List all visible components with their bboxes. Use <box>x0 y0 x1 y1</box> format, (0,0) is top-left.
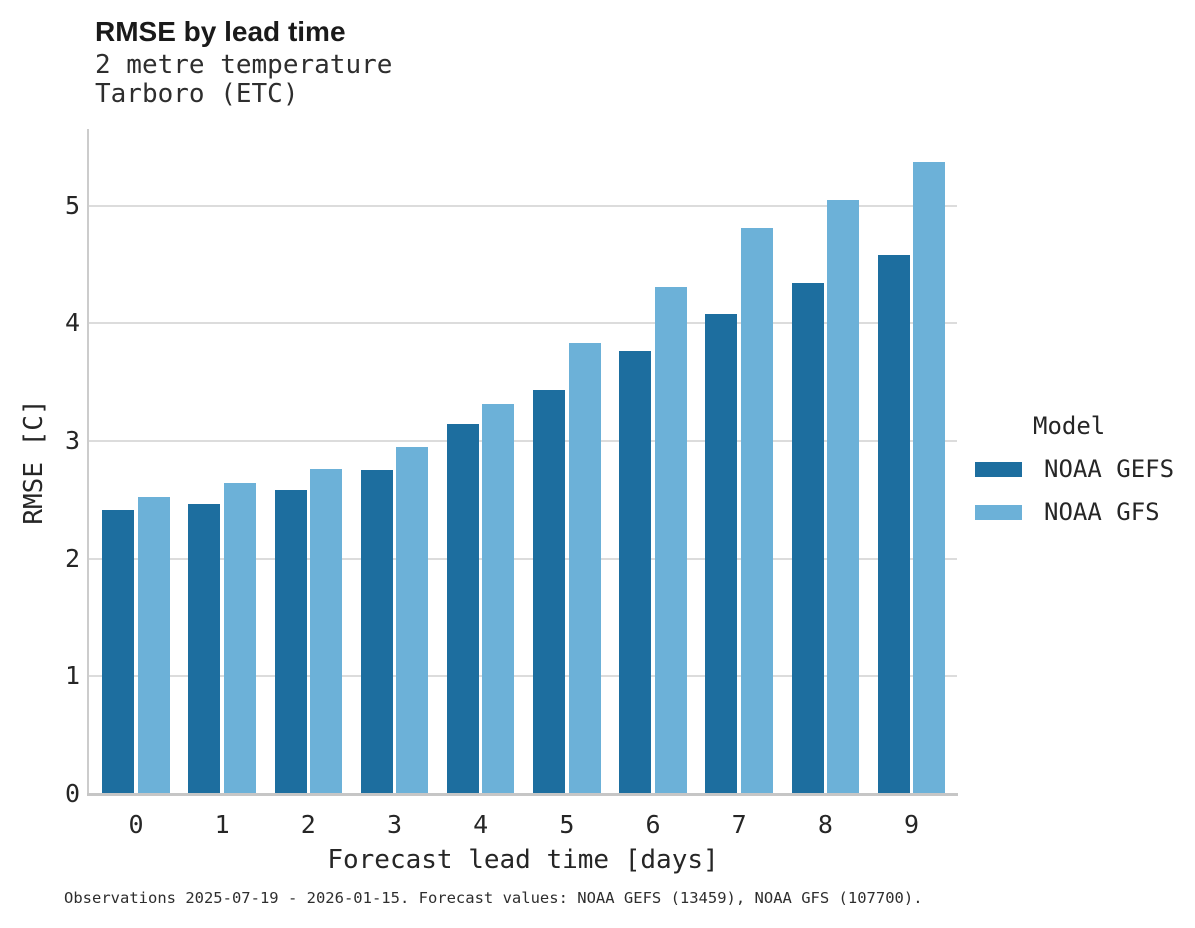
y-tick-label-5: 5 <box>64 190 80 220</box>
x-tick-label-8: 8 <box>817 810 833 839</box>
bar-noaa-gfs-lead-8 <box>827 199 860 794</box>
y-tick-label-2: 2 <box>64 543 80 573</box>
x-axis-tick-labels: 0 1 2 3 4 5 6 7 8 9 <box>89 810 957 840</box>
chart-title: RMSE by lead time <box>95 16 346 47</box>
y-tick-label-1: 1 <box>64 661 80 691</box>
x-tick-label-2: 2 <box>300 810 316 839</box>
legend-title: Model <box>1033 412 1106 440</box>
legend: Model NOAA GEFS NOAA GFS <box>975 412 1190 526</box>
bar-noaa-gfs-lead-1 <box>223 483 256 794</box>
gridline-y-3 <box>89 439 957 442</box>
bar-noaa-gfs-lead-0 <box>137 497 170 794</box>
bar-noaa-gfs-lead-7 <box>740 227 773 794</box>
legend-entry-noaa-gfs: NOAA GFS <box>975 498 1190 526</box>
bar-noaa-gefs-lead-6 <box>619 351 652 794</box>
x-tick-label-3: 3 <box>386 810 403 839</box>
y-axis-line <box>87 129 89 796</box>
bar-noaa-gefs-lead-3 <box>360 470 393 794</box>
bar-noaa-gefs-lead-5 <box>533 390 566 794</box>
legend-swatch-noaa-gefs-icon <box>975 461 1022 477</box>
bar-noaa-gfs-lead-6 <box>654 286 687 794</box>
x-tick-label-6: 6 <box>645 810 661 839</box>
x-tick-label-5: 5 <box>559 810 575 839</box>
y-axis-tick-labels: 0 1 2 3 4 5 <box>0 129 80 808</box>
x-tick-label-4: 4 <box>473 810 489 839</box>
legend-label-noaa-gefs: NOAA GEFS <box>1044 455 1175 483</box>
bar-noaa-gfs-lead-3 <box>396 446 429 794</box>
x-axis-title: Forecast lead time [days] <box>327 845 719 875</box>
bar-noaa-gefs-lead-1 <box>188 504 221 794</box>
bar-noaa-gfs-lead-5 <box>568 343 601 794</box>
x-tick-label-0: 0 <box>128 810 144 839</box>
gridline-y-5 <box>89 204 957 207</box>
bar-noaa-gefs-lead-0 <box>102 510 135 794</box>
bar-noaa-gefs-lead-7 <box>705 313 738 794</box>
y-tick-label-4: 4 <box>64 308 80 338</box>
legend-entry-noaa-gefs: NOAA GEFS <box>975 455 1190 483</box>
bar-noaa-gfs-lead-2 <box>310 469 343 794</box>
gridline-y-2 <box>89 557 957 560</box>
bar-noaa-gfs-lead-9 <box>913 161 946 794</box>
x-tick-label-7: 7 <box>731 810 747 839</box>
y-tick-label-3: 3 <box>64 425 80 455</box>
legend-swatch-noaa-gfs-icon <box>975 504 1022 520</box>
legend-label-noaa-gfs: NOAA GFS <box>1044 498 1160 526</box>
x-tick-label-9: 9 <box>903 810 920 839</box>
bar-noaa-gefs-lead-2 <box>274 490 307 794</box>
chart-subtitle-line1: 2 metre temperature <box>95 50 393 80</box>
bar-noaa-gefs-lead-4 <box>446 424 479 794</box>
plot-area <box>89 129 957 794</box>
y-tick-label-0: 0 <box>64 779 80 808</box>
caption: Observations 2025-07-19 - 2026-01-15. Fo… <box>64 889 923 907</box>
chart-subtitle-line2: Tarboro (ETC) <box>95 79 299 109</box>
x-axis-line <box>87 793 958 796</box>
gridline-y-1 <box>89 675 957 678</box>
bar-noaa-gfs-lead-4 <box>482 404 515 794</box>
bar-noaa-gefs-lead-9 <box>877 254 910 794</box>
bar-noaa-gefs-lead-8 <box>791 283 824 794</box>
gridline-y-4 <box>89 322 957 325</box>
x-tick-label-1: 1 <box>214 810 230 839</box>
